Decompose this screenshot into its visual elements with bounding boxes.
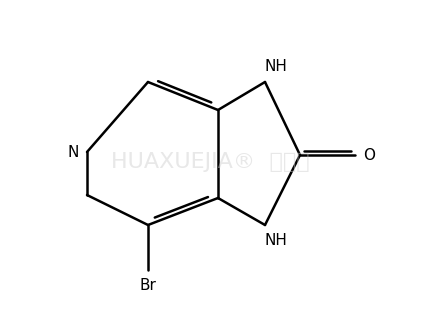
Text: NH: NH bbox=[265, 233, 288, 248]
Text: Br: Br bbox=[140, 278, 157, 293]
Text: HUAXUEJIA®  化学加: HUAXUEJIA® 化学加 bbox=[111, 152, 309, 172]
Text: O: O bbox=[363, 148, 375, 163]
Text: NH: NH bbox=[265, 59, 288, 74]
Text: N: N bbox=[68, 145, 79, 159]
